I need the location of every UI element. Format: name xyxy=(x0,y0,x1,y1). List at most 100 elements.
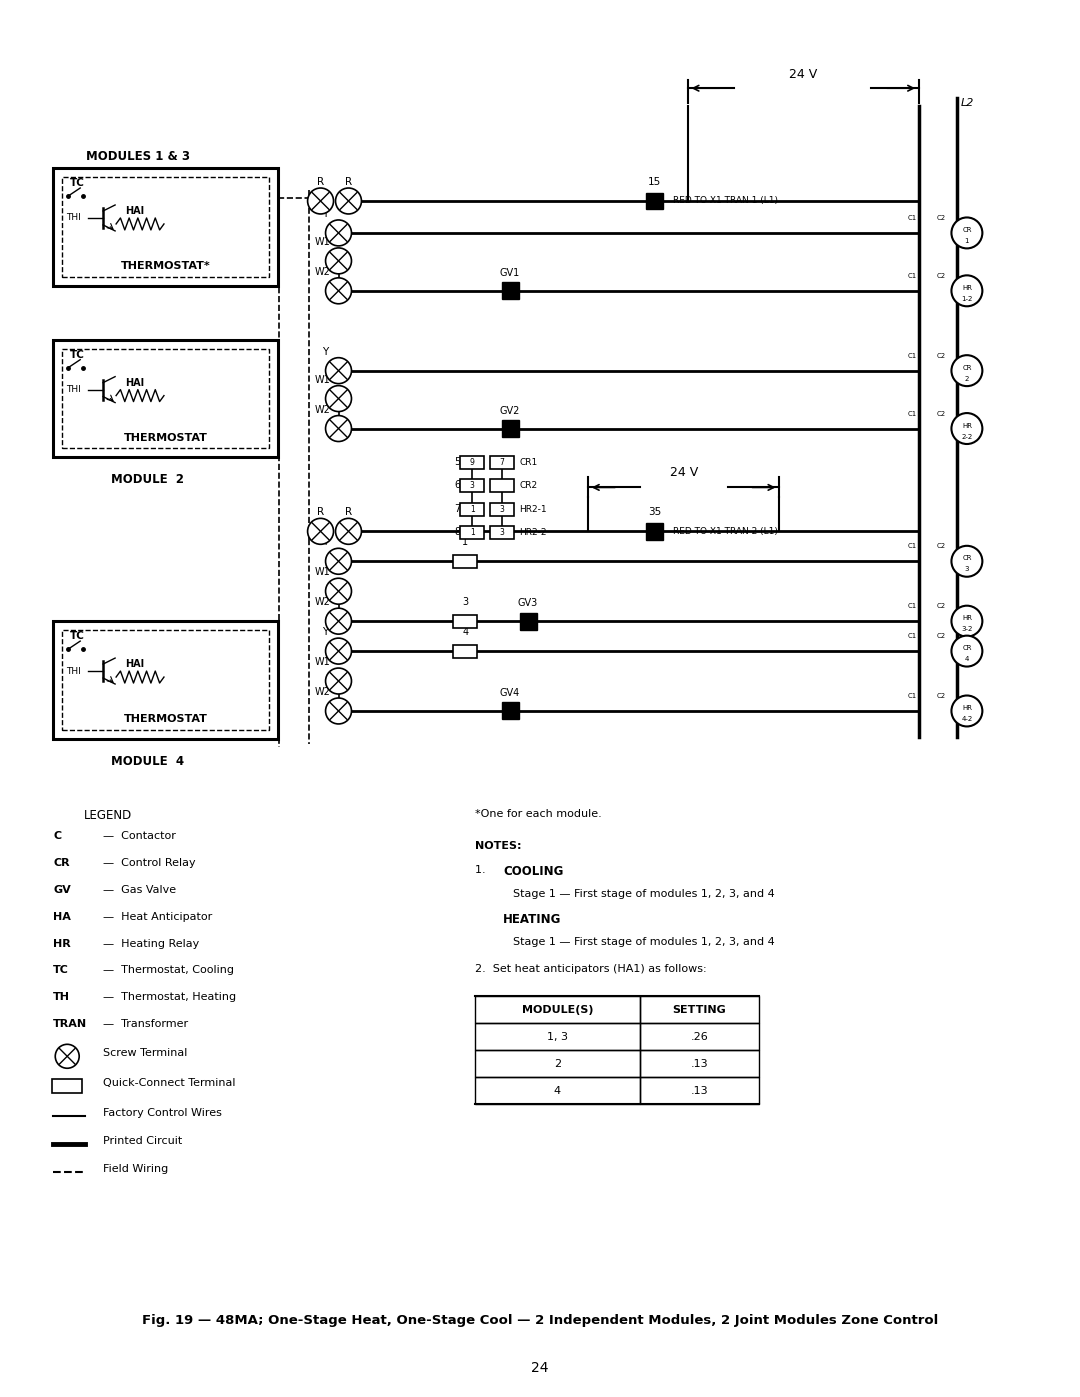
Text: TC: TC xyxy=(70,349,85,359)
Text: 1, 3: 1, 3 xyxy=(546,1032,568,1042)
Text: —  Gas Valve: — Gas Valve xyxy=(103,884,176,894)
Text: Fig. 19 — 48MA; One-Stage Heat, One-Stage Cool — 2 Independent Modules, 2 Joint : Fig. 19 — 48MA; One-Stage Heat, One-Stag… xyxy=(141,1315,939,1327)
Text: HR: HR xyxy=(53,939,71,949)
Text: HR: HR xyxy=(962,615,972,622)
Text: GV4: GV4 xyxy=(500,687,521,698)
Text: HR: HR xyxy=(962,705,972,711)
Text: GV2: GV2 xyxy=(500,405,521,415)
Text: 1: 1 xyxy=(964,237,969,244)
Text: SETTING: SETTING xyxy=(673,1004,727,1014)
Circle shape xyxy=(325,247,351,274)
Text: 5: 5 xyxy=(454,457,460,468)
Text: C2: C2 xyxy=(937,352,946,359)
Text: THERMOSTAT: THERMOSTAT xyxy=(123,433,207,443)
Circle shape xyxy=(951,546,983,577)
Circle shape xyxy=(325,578,351,604)
Text: HA: HA xyxy=(53,912,71,922)
Text: 1-2: 1-2 xyxy=(961,296,973,302)
Bar xyxy=(460,503,484,515)
Bar xyxy=(490,455,514,469)
Text: HAI: HAI xyxy=(125,205,145,217)
Text: C2: C2 xyxy=(937,604,946,609)
Text: MODULES 1 & 3: MODULES 1 & 3 xyxy=(86,149,190,163)
Circle shape xyxy=(325,358,351,384)
Text: 24: 24 xyxy=(531,1361,549,1375)
Text: C1: C1 xyxy=(908,272,917,279)
Text: C2: C2 xyxy=(937,543,946,549)
Text: *One for each module.: *One for each module. xyxy=(475,809,602,819)
Text: Y: Y xyxy=(323,627,328,637)
Text: C1: C1 xyxy=(908,604,917,609)
Text: 1.: 1. xyxy=(475,865,492,875)
Circle shape xyxy=(951,696,983,726)
Circle shape xyxy=(951,636,983,666)
Text: Y: Y xyxy=(323,210,328,219)
Text: 2.  Set heat anticipators (HA1) as follows:: 2. Set heat anticipators (HA1) as follow… xyxy=(475,964,706,975)
Text: THERMOSTAT*: THERMOSTAT* xyxy=(121,261,211,271)
Text: C2: C2 xyxy=(937,215,946,221)
Text: 7: 7 xyxy=(454,504,460,514)
Text: GV3: GV3 xyxy=(518,598,538,608)
Text: L2: L2 xyxy=(961,98,974,108)
Text: 24 V: 24 V xyxy=(789,68,818,81)
Text: TRAN: TRAN xyxy=(53,1020,87,1030)
Text: 4-2: 4-2 xyxy=(961,715,972,722)
Bar xyxy=(53,339,278,457)
Circle shape xyxy=(951,218,983,249)
Text: R: R xyxy=(318,507,324,517)
Text: C1: C1 xyxy=(908,633,917,638)
Text: C2: C2 xyxy=(937,272,946,279)
Text: MODULE(S): MODULE(S) xyxy=(522,1004,593,1014)
Circle shape xyxy=(951,355,983,386)
Text: —  Control Relay: — Control Relay xyxy=(103,858,195,868)
Text: Factory Control Wires: Factory Control Wires xyxy=(103,1108,222,1118)
Text: CR: CR xyxy=(962,645,972,651)
Text: HR2-1: HR2-1 xyxy=(519,504,546,514)
Text: R: R xyxy=(318,177,324,187)
Bar xyxy=(501,282,518,299)
Text: TC: TC xyxy=(70,631,85,641)
Text: 6: 6 xyxy=(454,481,460,490)
Bar xyxy=(639,1024,759,1051)
Circle shape xyxy=(951,275,983,306)
Text: C2: C2 xyxy=(937,633,946,638)
Text: TC: TC xyxy=(53,965,69,975)
Text: 2-2: 2-2 xyxy=(961,433,972,440)
Circle shape xyxy=(336,189,362,214)
Text: C1: C1 xyxy=(908,352,917,359)
Bar xyxy=(63,177,269,277)
Text: CR: CR xyxy=(962,226,972,233)
Text: HR: HR xyxy=(962,422,972,429)
Text: Quick-Connect Terminal: Quick-Connect Terminal xyxy=(103,1078,235,1088)
Text: —  Thermostat, Cooling: — Thermostat, Cooling xyxy=(103,965,234,975)
Text: 3: 3 xyxy=(500,528,504,536)
Text: W1: W1 xyxy=(314,237,330,247)
Text: 4: 4 xyxy=(964,657,969,662)
Text: W2: W2 xyxy=(314,405,330,415)
Circle shape xyxy=(55,1045,79,1069)
Text: R: R xyxy=(345,177,352,187)
Bar xyxy=(475,1077,639,1104)
Bar xyxy=(519,613,537,630)
Bar xyxy=(501,420,518,437)
Text: THERMOSTAT: THERMOSTAT xyxy=(123,714,207,724)
Text: C1: C1 xyxy=(908,543,917,549)
Text: W1: W1 xyxy=(314,567,330,577)
Text: 3: 3 xyxy=(500,504,504,514)
Text: 8: 8 xyxy=(454,527,460,538)
Text: .13: .13 xyxy=(691,1085,708,1095)
Bar xyxy=(460,525,484,539)
Text: THI: THI xyxy=(66,214,81,222)
Text: RED TO X1 TRAN 2 (L1): RED TO X1 TRAN 2 (L1) xyxy=(673,527,778,536)
Text: —  Heat Anticipator: — Heat Anticipator xyxy=(103,912,213,922)
Text: 24 V: 24 V xyxy=(670,467,698,479)
Text: HEATING: HEATING xyxy=(503,912,562,926)
Text: THI: THI xyxy=(66,386,81,394)
Text: 2: 2 xyxy=(554,1059,561,1069)
Text: MODULE  4: MODULE 4 xyxy=(111,754,184,768)
Circle shape xyxy=(325,608,351,634)
Text: 3: 3 xyxy=(462,597,469,608)
Text: W2: W2 xyxy=(314,267,330,277)
Circle shape xyxy=(308,518,334,545)
Text: .13: .13 xyxy=(691,1059,708,1069)
